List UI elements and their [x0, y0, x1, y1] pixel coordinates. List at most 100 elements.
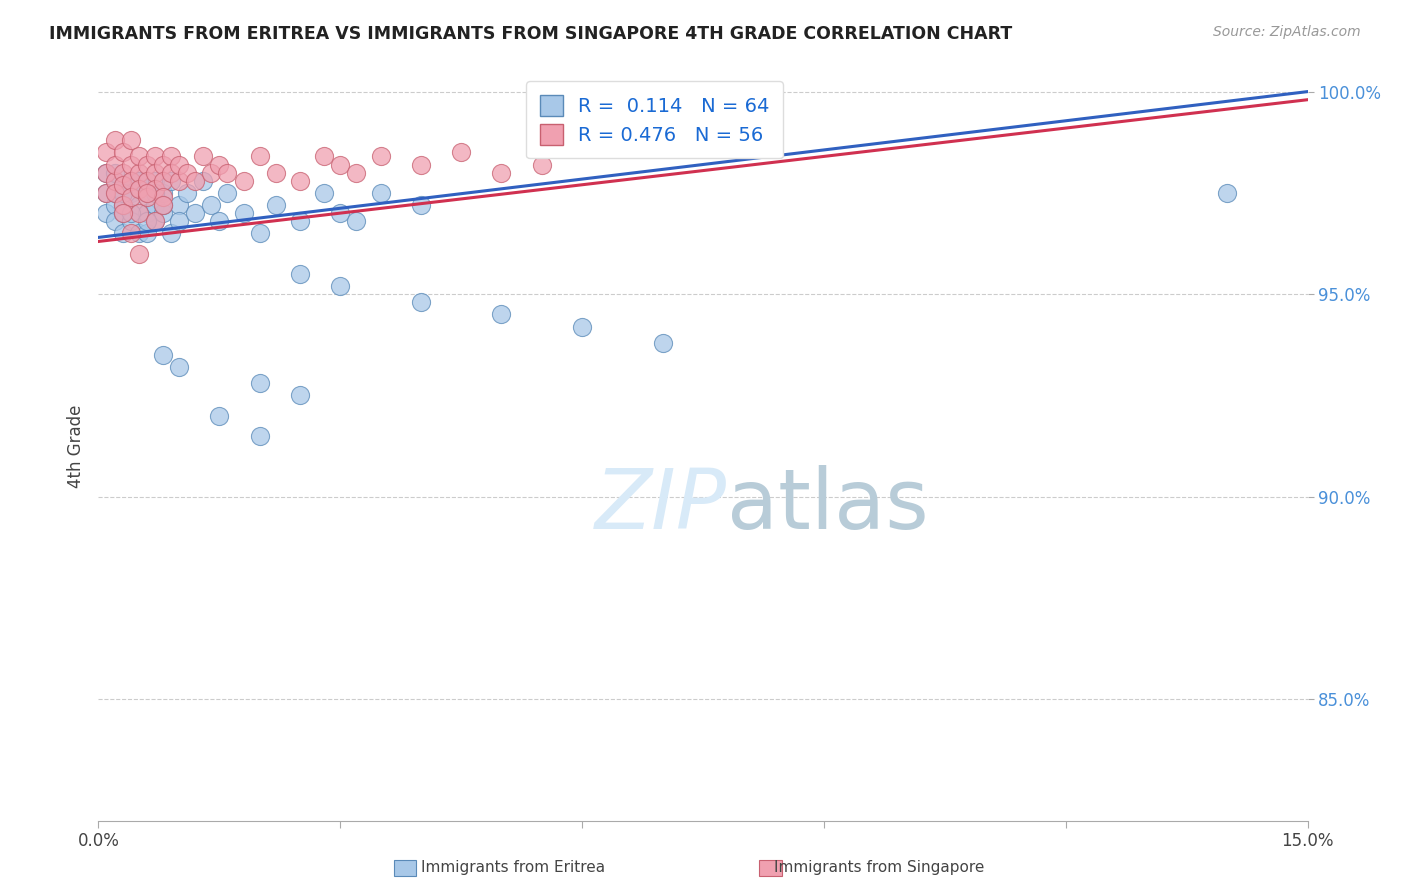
Point	[409, 295, 432, 310]
Point	[96, 186, 118, 200]
Point	[111, 166, 134, 180]
Point	[232, 206, 254, 220]
Y-axis label: 4th Grade: 4th Grade	[66, 404, 84, 488]
Point	[96, 166, 118, 180]
Point	[120, 214, 142, 228]
Point	[135, 227, 157, 241]
Point	[409, 157, 432, 171]
Point	[128, 227, 150, 241]
Point	[167, 198, 190, 212]
Point	[344, 166, 367, 180]
Point	[491, 166, 513, 180]
Point	[249, 376, 271, 391]
Point	[103, 186, 125, 200]
Point	[135, 186, 157, 200]
Point	[103, 174, 125, 188]
Point	[111, 206, 134, 220]
Point	[128, 182, 150, 196]
Point	[167, 359, 190, 374]
Point	[152, 190, 174, 204]
Legend: R =  0.114   N = 64, R = 0.476   N = 56: R = 0.114 N = 64, R = 0.476 N = 56	[526, 81, 783, 159]
Point	[143, 198, 166, 212]
Point	[288, 267, 311, 281]
Point	[184, 174, 207, 188]
Point	[143, 174, 166, 188]
Point	[288, 174, 311, 188]
Point	[167, 174, 190, 188]
Point	[152, 198, 174, 212]
Point	[217, 186, 239, 200]
Point	[370, 149, 392, 163]
Point	[314, 186, 336, 200]
Point	[152, 198, 174, 212]
Point	[120, 174, 142, 188]
Point	[288, 214, 311, 228]
Point	[120, 186, 142, 200]
Point	[96, 186, 118, 200]
Point	[128, 174, 150, 188]
Point	[160, 149, 183, 163]
Point	[651, 335, 673, 350]
Point	[111, 227, 134, 241]
Point	[409, 198, 432, 212]
Point	[176, 166, 198, 180]
Point	[103, 157, 125, 171]
Point	[249, 227, 271, 241]
Point	[143, 186, 166, 200]
Point	[120, 190, 142, 204]
Point	[184, 206, 207, 220]
Point	[143, 214, 166, 228]
Point	[111, 178, 134, 192]
Point	[200, 198, 222, 212]
Point	[152, 206, 174, 220]
Point	[193, 149, 215, 163]
Point	[530, 157, 553, 171]
Text: Immigrants from Eritrea: Immigrants from Eritrea	[422, 860, 605, 874]
Point	[143, 214, 166, 228]
Point	[152, 174, 174, 188]
Point	[111, 198, 134, 212]
Point	[167, 157, 190, 171]
Text: Immigrants from Singapore: Immigrants from Singapore	[773, 860, 984, 874]
Point	[249, 149, 271, 163]
Point	[111, 198, 134, 212]
Point	[152, 348, 174, 362]
Point	[193, 174, 215, 188]
Point	[96, 206, 118, 220]
Point	[120, 227, 142, 241]
Point	[96, 145, 118, 160]
Point	[120, 174, 142, 188]
Point	[288, 388, 311, 402]
Point	[103, 174, 125, 188]
Text: IMMIGRANTS FROM ERITREA VS IMMIGRANTS FROM SINGAPORE 4TH GRADE CORRELATION CHART: IMMIGRANTS FROM ERITREA VS IMMIGRANTS FR…	[49, 25, 1012, 43]
Point	[314, 149, 336, 163]
Point	[200, 166, 222, 180]
Point	[249, 429, 271, 443]
Point	[264, 198, 287, 212]
Point	[128, 206, 150, 220]
Point	[143, 166, 166, 180]
Point	[135, 174, 157, 188]
Point	[143, 149, 166, 163]
Point	[135, 157, 157, 171]
Point	[329, 206, 352, 220]
Point	[103, 198, 125, 212]
Point	[111, 206, 134, 220]
Point	[103, 166, 125, 180]
Point	[329, 279, 352, 293]
Point	[135, 214, 157, 228]
Point	[176, 186, 198, 200]
Point	[96, 166, 118, 180]
Point	[128, 246, 150, 260]
Point	[120, 133, 142, 147]
Point	[128, 174, 150, 188]
Point	[128, 166, 150, 180]
Point	[111, 178, 134, 192]
Point	[370, 186, 392, 200]
Point	[329, 157, 352, 171]
Text: ZIP: ZIP	[595, 466, 727, 547]
Point	[571, 319, 593, 334]
Point	[103, 133, 125, 147]
Point	[128, 198, 150, 212]
Point	[344, 214, 367, 228]
